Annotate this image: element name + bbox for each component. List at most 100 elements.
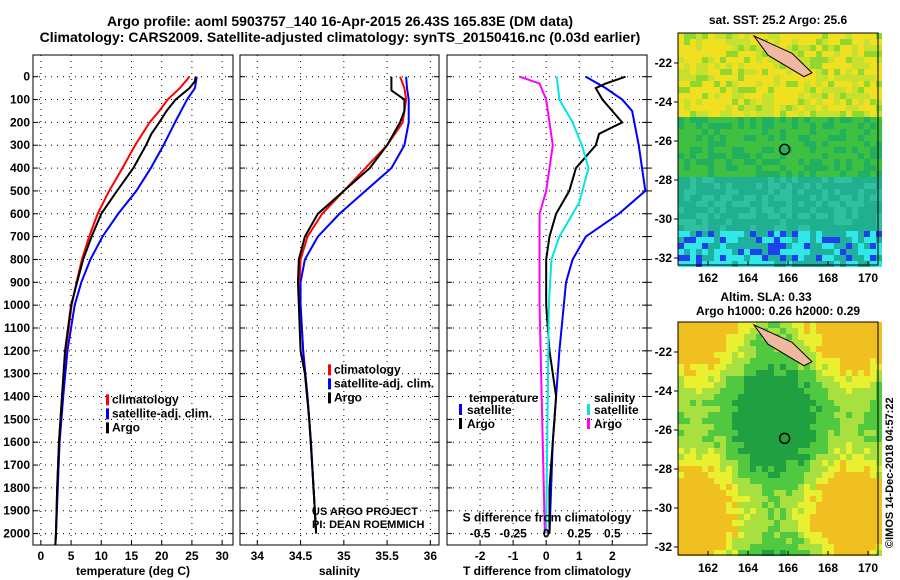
map-cell <box>840 195 846 201</box>
map-cell <box>786 69 792 75</box>
map-cell <box>750 436 756 442</box>
map-cell <box>792 111 798 117</box>
map-cell <box>768 382 774 388</box>
map-cell <box>798 478 804 484</box>
map-cell <box>870 207 876 213</box>
map-cell <box>822 526 828 532</box>
map-cell <box>756 195 762 201</box>
map-cell <box>810 237 816 243</box>
map-cell <box>762 33 768 39</box>
map-cell <box>828 255 834 261</box>
lon-tick-label: 168 <box>818 271 838 285</box>
map-cell <box>738 436 744 442</box>
map-cell <box>702 183 708 189</box>
map-cell <box>840 460 846 466</box>
map-cell <box>876 406 882 412</box>
map-cell <box>858 117 864 123</box>
map-cell <box>732 520 738 526</box>
map-cell <box>732 340 738 346</box>
map-cell <box>840 526 846 532</box>
map-cell <box>816 376 822 382</box>
map-cell <box>690 195 696 201</box>
map-cell <box>690 364 696 370</box>
map-cell <box>768 490 774 496</box>
map-cell <box>702 165 708 171</box>
map-cell <box>732 424 738 430</box>
map-cell <box>744 63 750 69</box>
map-cell <box>804 424 810 430</box>
map-cell <box>756 520 762 526</box>
map-cell <box>696 454 702 460</box>
map-cell <box>810 460 816 466</box>
map-cell <box>786 526 792 532</box>
map-cell <box>762 436 768 442</box>
map-cell <box>732 81 738 87</box>
map-cell <box>684 201 690 207</box>
map-cell <box>786 93 792 99</box>
map-cell <box>762 207 768 213</box>
map-cell <box>708 177 714 183</box>
map-cell <box>684 550 690 556</box>
map-cell <box>768 33 774 39</box>
map-cell <box>702 400 708 406</box>
map-cell <box>774 129 780 135</box>
map-cell <box>816 502 822 508</box>
map-cell <box>828 430 834 436</box>
map-cell <box>810 538 816 544</box>
map-cell <box>750 484 756 490</box>
map-cell <box>684 99 690 105</box>
map-cell <box>810 334 816 340</box>
map-cell <box>690 105 696 111</box>
map-cell <box>810 346 816 352</box>
map-cell <box>798 219 804 225</box>
map-cell <box>852 442 858 448</box>
map-cell <box>684 93 690 99</box>
map-cell <box>768 63 774 69</box>
map-cell <box>852 93 858 99</box>
map-cell <box>792 436 798 442</box>
map-cell <box>732 382 738 388</box>
map-cell <box>828 490 834 496</box>
map-cell <box>798 183 804 189</box>
lat-tick-label: -26 <box>655 423 673 437</box>
y-tick-label: 1300 <box>3 367 30 381</box>
map-cell <box>852 255 858 261</box>
map-cell <box>858 129 864 135</box>
map-cell <box>714 129 720 135</box>
map-cell <box>810 105 816 111</box>
map-cell <box>810 171 816 177</box>
map-cell <box>798 466 804 472</box>
map-cell <box>756 424 762 430</box>
map-cell <box>744 376 750 382</box>
map-cell <box>726 177 732 183</box>
map-cell <box>846 388 852 394</box>
map-cell <box>786 111 792 117</box>
map-cell <box>852 514 858 520</box>
map-cell <box>798 57 804 63</box>
map-cell <box>714 346 720 352</box>
map-cell <box>738 370 744 376</box>
map-cell <box>720 340 726 346</box>
map-cell <box>684 33 690 39</box>
map-cell <box>828 111 834 117</box>
map-cell <box>816 400 822 406</box>
map-cell <box>738 135 744 141</box>
map-cell <box>858 69 864 75</box>
map-cell <box>852 63 858 69</box>
map-cell <box>810 255 816 261</box>
map-cell <box>678 93 684 99</box>
map-cell <box>690 243 696 249</box>
map-cell <box>798 231 804 237</box>
map-cell <box>714 538 720 544</box>
map-cell <box>858 328 864 334</box>
map-cell <box>696 171 702 177</box>
map-cell <box>732 508 738 514</box>
map-cell <box>798 394 804 400</box>
map-cell <box>852 340 858 346</box>
map-cell <box>846 406 852 412</box>
map-cell <box>780 231 786 237</box>
map-cell <box>786 81 792 87</box>
map-cell <box>738 87 744 93</box>
map-cell <box>786 255 792 261</box>
map-cell <box>720 255 726 261</box>
